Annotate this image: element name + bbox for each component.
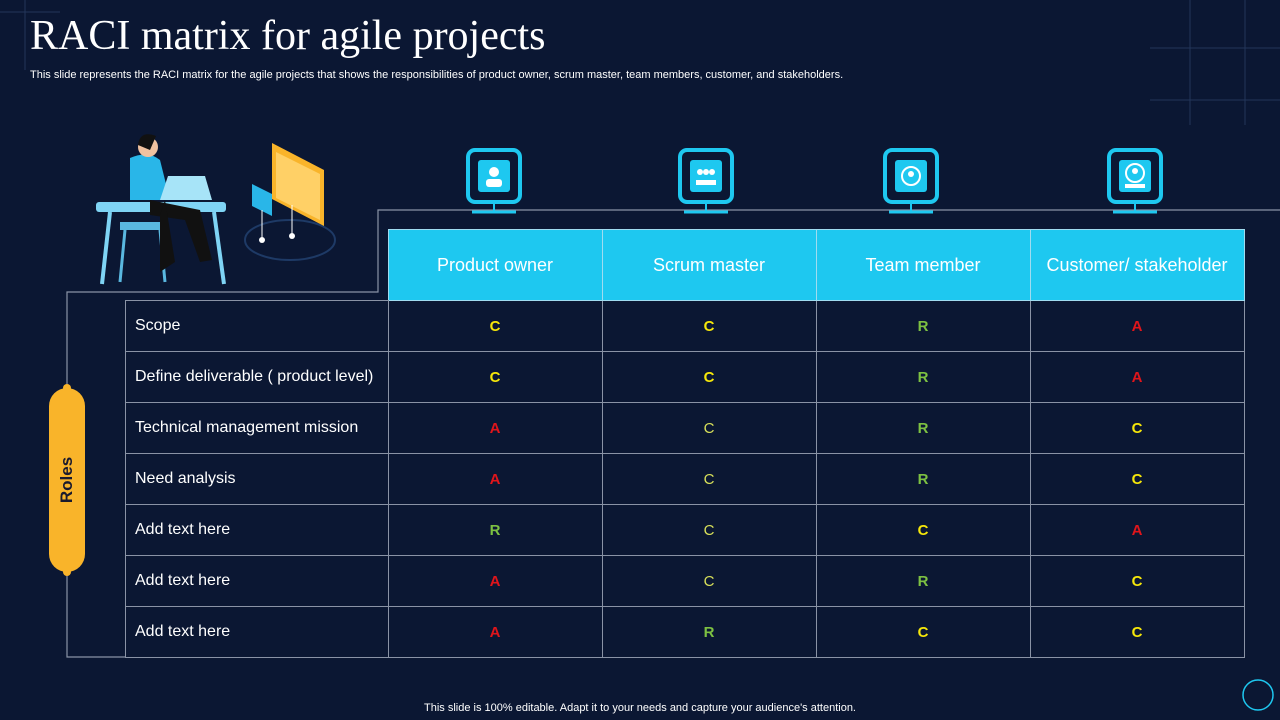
- table-row: Technical management mission A C R C: [125, 402, 1245, 454]
- raci-cell: R: [815, 351, 1031, 403]
- footer: This slide is 100% editable. Adapt it to…: [424, 702, 856, 714]
- raci-cell: C: [815, 606, 1031, 658]
- raci-cell: A: [1029, 351, 1245, 403]
- row-label: Need analysis: [125, 453, 389, 505]
- row-label: Add text here: [125, 555, 389, 607]
- raci-cell: A: [1029, 300, 1245, 352]
- raci-cell: A: [387, 453, 603, 505]
- raci-cell: R: [815, 402, 1031, 454]
- roles-pill: Roles: [49, 388, 85, 572]
- row-label: Add text here: [125, 606, 389, 658]
- column-header: Product owner: [387, 229, 603, 301]
- roles-label: Roles: [57, 456, 76, 504]
- table-row: Add text here A C R C: [125, 555, 1245, 607]
- row-label: Add text here: [125, 504, 389, 556]
- raci-cell: C: [601, 300, 817, 352]
- raci-cell: R: [815, 555, 1031, 607]
- table-body: Scope C C R A Define deliverable ( product le…: [125, 300, 1245, 658]
- raci-cell: C: [387, 300, 603, 352]
- raci-cell: C: [1029, 555, 1245, 607]
- raci-cell: C: [601, 351, 817, 403]
- table-row: Add text here R C C A: [125, 504, 1245, 556]
- raci-cell: A: [387, 606, 603, 658]
- raci-cell: C: [601, 402, 817, 454]
- column-header: Customer/ stakeholder: [1029, 229, 1245, 301]
- raci-cell: C: [387, 351, 603, 403]
- table-row: Define deliverable ( product level) C C R A: [125, 351, 1245, 403]
- raci-cell: C: [1029, 606, 1245, 658]
- header-row: Product owner Scrum master Team member Cust…: [125, 229, 1245, 301]
- raci-cell: C: [601, 453, 817, 505]
- row-label: Technical management mission: [125, 402, 389, 454]
- raci-cell: R: [815, 300, 1031, 352]
- row-label: Define deliverable ( product level): [125, 351, 389, 403]
- column-header: Scrum master: [601, 229, 817, 301]
- subtitle: This slide represents the RACI matrix fo…: [30, 69, 844, 81]
- raci-cell: A: [1029, 504, 1245, 556]
- raci-cell: A: [387, 555, 603, 607]
- raci-cell: C: [601, 504, 817, 556]
- raci-cell: C: [1029, 453, 1245, 505]
- table-row: Add text here A R C C: [125, 606, 1245, 658]
- raci-table: Product owner Scrum master Team member Cust…: [125, 229, 1245, 658]
- table-row: Scope C C R A: [125, 300, 1245, 352]
- raci-cell: R: [387, 504, 603, 556]
- raci-cell: R: [815, 453, 1031, 505]
- title: RACI matrix for agile projects: [30, 13, 546, 59]
- blank-corner: [125, 229, 388, 301]
- raci-cell: C: [1029, 402, 1245, 454]
- raci-cell: C: [815, 504, 1031, 556]
- raci-cell: R: [601, 606, 817, 658]
- row-label: Scope: [125, 300, 389, 352]
- table-row: Need analysis A C R C: [125, 453, 1245, 505]
- column-header: Team member: [815, 229, 1031, 301]
- raci-cell: A: [387, 402, 603, 454]
- raci-cell: C: [601, 555, 817, 607]
